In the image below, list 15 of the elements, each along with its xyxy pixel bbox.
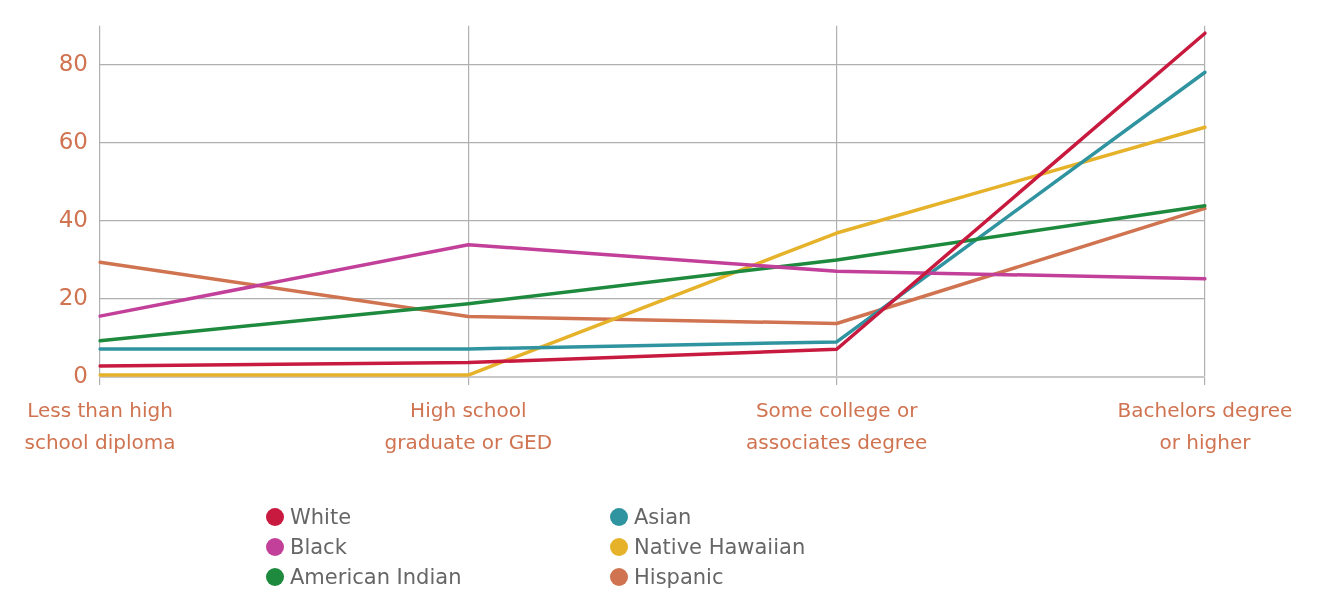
y-tick-label: 80	[58, 49, 88, 76]
legend-label: American Indian	[290, 565, 462, 589]
x-tick-label: Some college or associates degree	[746, 398, 928, 455]
legend-label: Black	[290, 535, 347, 559]
y-tick-label: 40	[58, 205, 88, 232]
legend-label: White	[290, 505, 352, 529]
legend-label: Native Hawaiian	[634, 535, 806, 559]
y-tick-label: 20	[58, 283, 88, 310]
x-tick-label: High school graduate or GED	[384, 398, 553, 455]
y-tick-label: 60	[58, 127, 88, 154]
legend-label: Hispanic	[634, 565, 724, 589]
x-tick-label: Bachelors degree or higher	[1117, 398, 1293, 455]
legend-label: Asian	[634, 505, 692, 529]
y-tick-label: 0	[73, 361, 88, 388]
x-tick-label: Less than high school diploma	[24, 398, 176, 455]
